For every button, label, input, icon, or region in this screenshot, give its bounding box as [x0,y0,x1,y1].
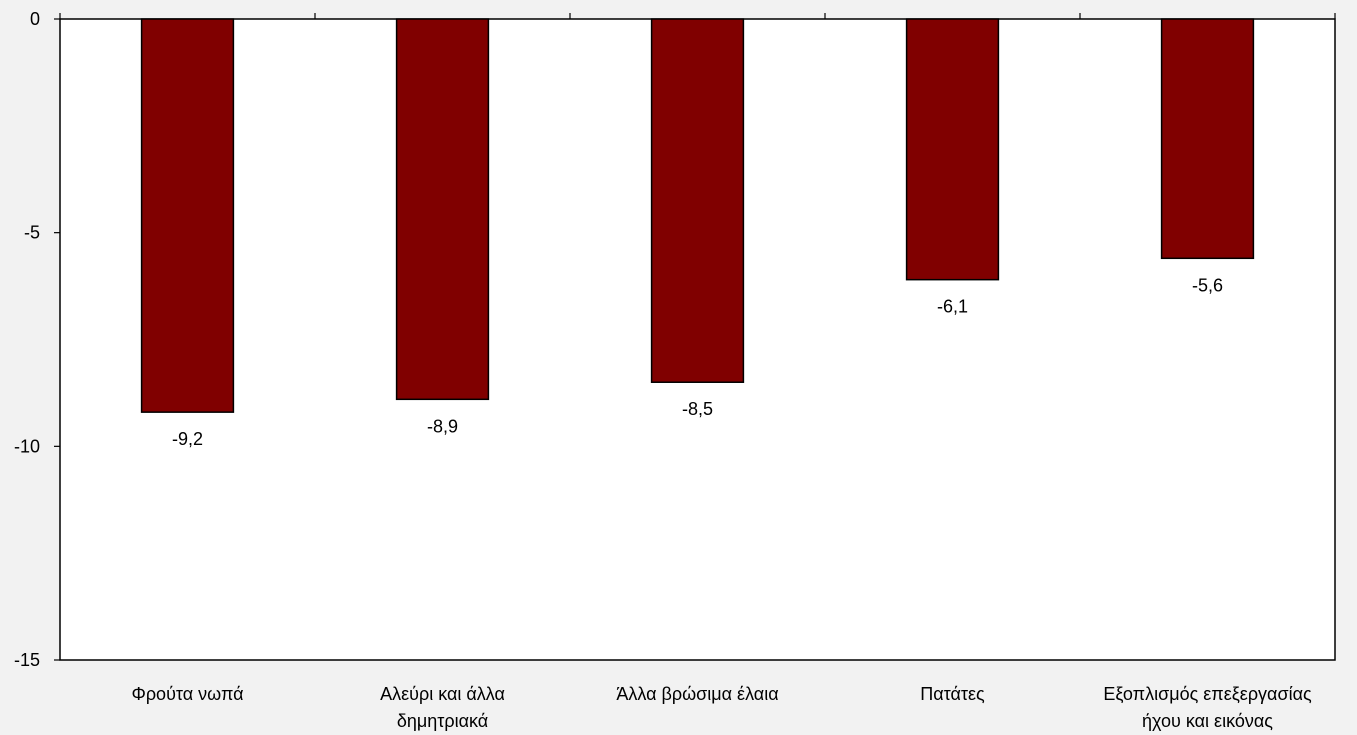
category-label: Αλεύρι και άλλα δημητριακά [380,684,505,731]
bar [905,18,1000,281]
data-label: -5,6 [1192,275,1223,295]
bar [140,18,235,413]
y-tick-label: -10 [14,436,40,456]
category-label: Εξοπλισμός επεξεργασίας ήχου και εικόνας [1103,684,1312,731]
data-label: -8,9 [427,416,458,436]
bar-series [140,18,1255,413]
category-label: Άλλα βρώσιμα έλαια [616,684,778,704]
data-label: -9,2 [172,429,203,449]
data-labels: -9,2 -8,9 -8,5 -6,1 -5,6 [172,275,1223,449]
data-label: -8,5 [682,399,713,419]
category-labels: Φρούτα νωπά Αλεύρι και άλλα δημητριακά Άλλα… [131,684,1312,731]
category-label: Πατάτες [920,684,985,704]
y-tick-label: -5 [24,223,40,243]
y-tick-label: 0 [30,9,40,29]
y-axis: 0 -5 -10 -15 [14,9,60,670]
y-tick-label: -15 [14,650,40,670]
bar [395,18,490,401]
bar [650,18,745,383]
bar [1160,18,1255,260]
data-label: -6,1 [937,297,968,317]
x-axis [59,13,1336,19]
category-label: Φρούτα νωπά [131,684,243,704]
